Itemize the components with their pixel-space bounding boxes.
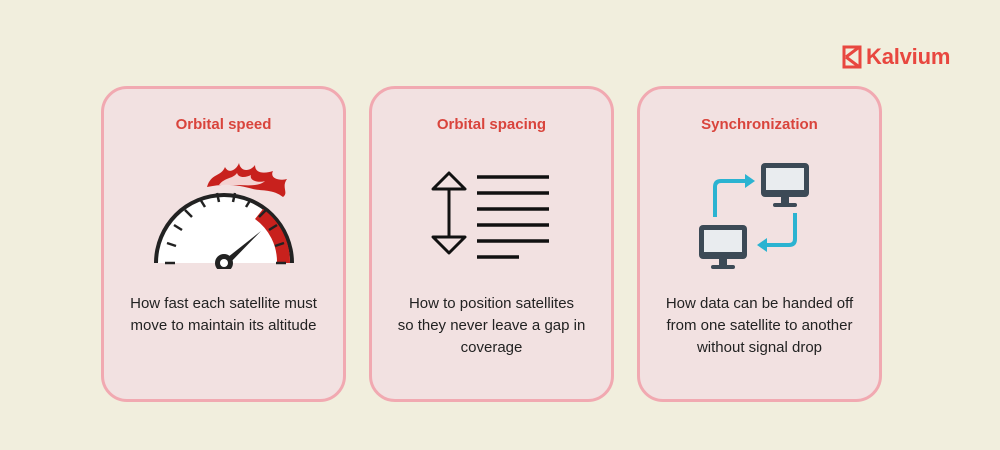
card-description: How to position satellites so they never…	[386, 293, 597, 359]
card-icon-wrapper	[640, 159, 879, 269]
card-orbital-spacing: Orbital spacing How to position satellit…	[369, 86, 614, 402]
brand-logo: Kalvium	[842, 44, 950, 70]
card-description: How fast each satellite must move to mai…	[118, 293, 329, 337]
description-line: move to maintain its altitude	[130, 317, 317, 334]
description-line: How fast each satellite must	[130, 295, 317, 312]
speedometer-icon	[153, 163, 294, 269]
card-title: Synchronization	[701, 116, 818, 133]
card-orbital-speed: Orbital speed	[101, 86, 346, 402]
description-line: coverage	[460, 339, 523, 356]
card-icon-wrapper	[104, 159, 343, 269]
card-description: How data can be handed off from one sate…	[654, 293, 865, 359]
description-line: How to position satellites	[408, 295, 575, 312]
sync-computers-icon	[698, 163, 809, 269]
brand-name: Kalvium	[866, 44, 951, 69]
description-line: without signal drop	[696, 339, 823, 356]
kalvium-logo-icon	[842, 45, 862, 69]
card-synchronization: Synchronization How data can be handed o…	[637, 86, 882, 402]
card-title: Orbital spacing	[436, 116, 547, 133]
description-line: so they never leave a gap in	[397, 317, 586, 334]
card-title: Orbital speed	[175, 116, 272, 133]
description-line: from one satellite to another	[666, 317, 853, 334]
description-line: How data can be handed off	[665, 295, 854, 312]
card-icon-wrapper	[372, 159, 611, 269]
line-spacing-icon	[431, 171, 549, 259]
